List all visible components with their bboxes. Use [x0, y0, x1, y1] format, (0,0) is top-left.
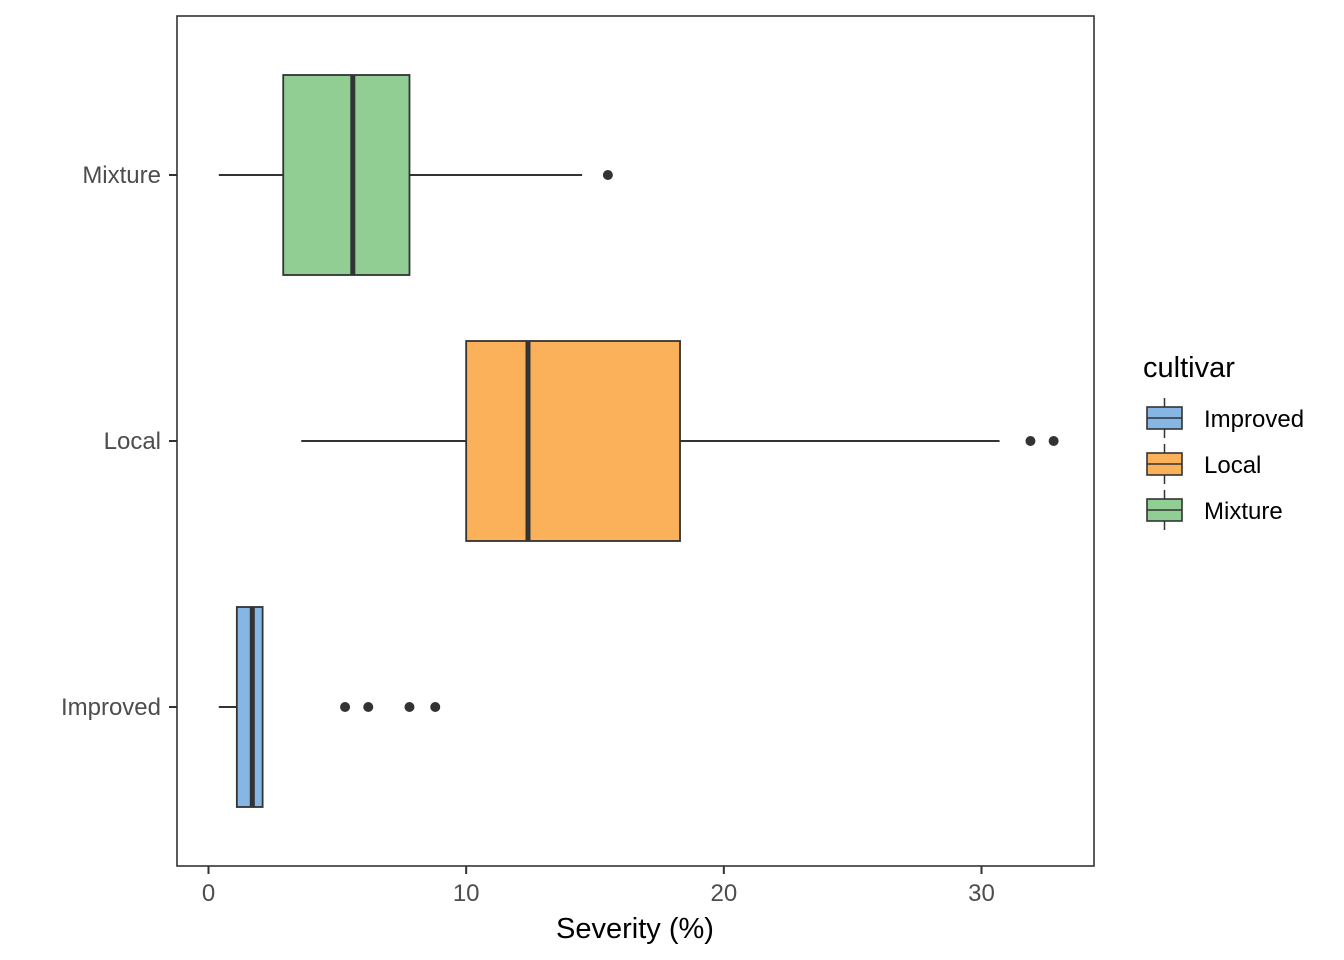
improved-outlier-4	[430, 702, 441, 712]
x-tick-label-30: 30	[968, 880, 995, 907]
improved-box	[235, 606, 264, 808]
improved-outlier-2	[363, 702, 374, 712]
y-axis: Improved Local Mixture	[61, 162, 177, 721]
y-tick-label-mixture: Mixture	[82, 162, 161, 189]
legend-label-mixture: Mixture	[1204, 498, 1283, 525]
legend-title: cultivar	[1143, 352, 1235, 384]
legend-label-improved: Improved	[1204, 406, 1304, 433]
x-axis-title: Severity (%)	[556, 913, 714, 945]
y-tick-label-improved: Improved	[61, 694, 161, 721]
local-box	[465, 340, 681, 542]
improved-outlier-1	[340, 702, 351, 712]
improved-outlier-3	[404, 702, 415, 712]
mixture-box	[282, 74, 411, 276]
local-outlier-2	[1048, 436, 1059, 446]
legend: cultivar Improved Local Mixture	[1143, 352, 1304, 530]
x-axis: 0 10 20 30	[202, 866, 995, 907]
x-tick-label-0: 0	[202, 880, 215, 907]
boxes-layer	[218, 74, 1059, 808]
y-tick-label-local: Local	[104, 428, 161, 455]
local-outlier-1	[1025, 436, 1036, 446]
mixture-outlier-1	[602, 170, 613, 180]
x-tick-label-20: 20	[710, 880, 737, 907]
x-tick-label-10: 10	[453, 880, 480, 907]
legend-label-local: Local	[1204, 452, 1261, 479]
